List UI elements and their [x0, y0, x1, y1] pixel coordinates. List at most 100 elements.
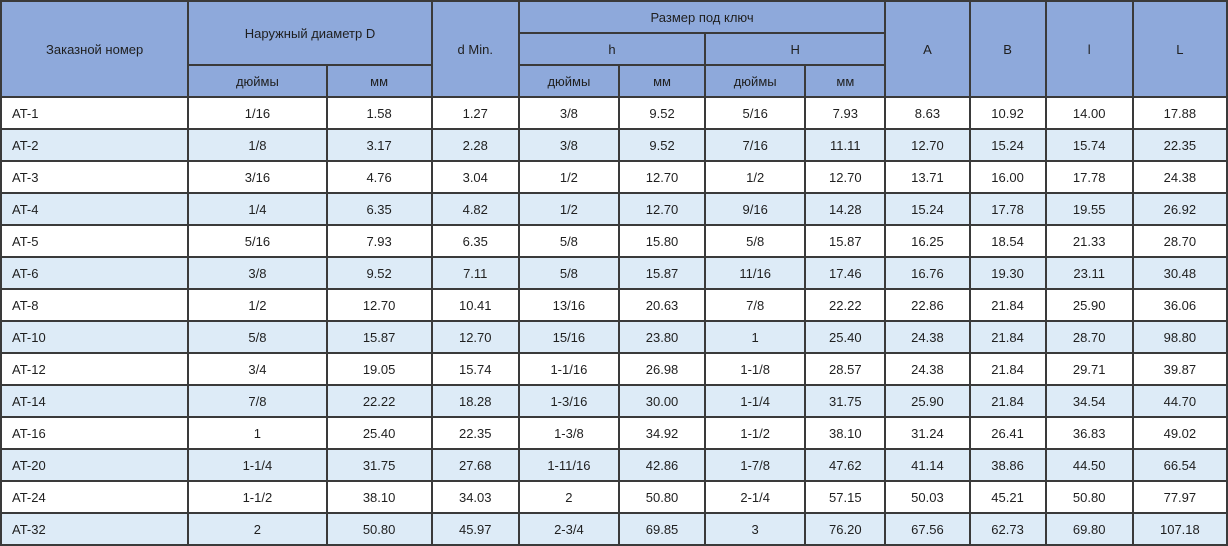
value-cell: 3.17 — [325, 128, 433, 162]
order-number-cell: AT-14 — [0, 384, 190, 418]
value-cell: 3/8 — [187, 256, 328, 290]
value-cell: 17.78 — [1044, 160, 1134, 194]
value-cell: 18.54 — [968, 224, 1047, 258]
header-h-small: h — [517, 32, 707, 66]
value-cell: 19.55 — [1044, 192, 1134, 226]
value-cell: 12.70 — [325, 288, 433, 322]
table-body: AT-1 1/16 1.58 1.27 3/8 9.52 5/16 7.93 8.63 10.92… — [0, 96, 1228, 546]
value-cell: 1-1/2 — [704, 416, 807, 450]
header-inches-d: дюймы — [187, 64, 328, 98]
value-cell: 50.80 — [617, 480, 707, 514]
order-number-cell: AT-16 — [0, 416, 190, 450]
value-cell: 1/2 — [187, 288, 328, 322]
value-cell: 6.35 — [325, 192, 433, 226]
value-cell: 1-3/8 — [517, 416, 620, 450]
value-cell: 67.56 — [884, 512, 971, 546]
table-row: AT-2 1/8 3.17 2.28 3/8 9.52 7/16 11.11 12.70 15.2… — [0, 128, 1228, 162]
value-cell: 12.70 — [884, 128, 971, 162]
value-cell: 30.00 — [617, 384, 707, 418]
table-header: Заказной номер Наружный диаметр D d Min.… — [0, 0, 1228, 98]
order-number-cell: AT-3 — [0, 160, 190, 194]
value-cell: 25.40 — [325, 416, 433, 450]
value-cell: 5/16 — [704, 96, 807, 130]
value-cell: 1/2 — [517, 192, 620, 226]
order-number-cell: AT-5 — [0, 224, 190, 258]
value-cell: 24.38 — [884, 320, 971, 354]
header-d-min: d Min. — [430, 0, 520, 98]
value-cell: 28.70 — [1131, 224, 1228, 258]
value-cell: 107.18 — [1131, 512, 1228, 546]
value-cell: 36.06 — [1131, 288, 1228, 322]
value-cell: 3.04 — [430, 160, 520, 194]
order-number-cell: AT-1 — [0, 96, 190, 130]
header-b: B — [968, 0, 1047, 98]
value-cell: 5/16 — [187, 224, 328, 258]
order-number-cell: AT-12 — [0, 352, 190, 386]
value-cell: 34.54 — [1044, 384, 1134, 418]
header-h-big: H — [704, 32, 887, 66]
value-cell: 25.40 — [804, 320, 887, 354]
table-row: AT-32 2 50.80 45.97 2-3/4 69.85 3 76.20 67.56 62.… — [0, 512, 1228, 546]
value-cell: 45.97 — [430, 512, 520, 546]
value-cell: 11/16 — [704, 256, 807, 290]
value-cell: 12.70 — [617, 192, 707, 226]
value-cell: 6.35 — [430, 224, 520, 258]
value-cell: 1-1/4 — [704, 384, 807, 418]
value-cell: 57.15 — [804, 480, 887, 514]
value-cell: 1-11/16 — [517, 448, 620, 482]
value-cell: 15.87 — [325, 320, 433, 354]
value-cell: 21.84 — [968, 384, 1047, 418]
value-cell: 66.54 — [1131, 448, 1228, 482]
value-cell: 1 — [704, 320, 807, 354]
value-cell: 1/2 — [704, 160, 807, 194]
header-inches-H: дюймы — [704, 64, 807, 98]
value-cell: 12.70 — [430, 320, 520, 354]
table-row: AT-20 1-1/4 31.75 27.68 1-11/16 42.86 1-7/8 47.… — [0, 448, 1228, 482]
value-cell: 4.76 — [325, 160, 433, 194]
value-cell: 19.05 — [325, 352, 433, 386]
value-cell: 17.78 — [968, 192, 1047, 226]
header-a: A — [884, 0, 971, 98]
value-cell: 38.86 — [968, 448, 1047, 482]
value-cell: 21.84 — [968, 288, 1047, 322]
value-cell: 7.93 — [804, 96, 887, 130]
value-cell: 98.80 — [1131, 320, 1228, 354]
value-cell: 9.52 — [325, 256, 433, 290]
value-cell: 9.52 — [617, 128, 707, 162]
value-cell: 23.11 — [1044, 256, 1134, 290]
value-cell: 10.41 — [430, 288, 520, 322]
value-cell: 23.80 — [617, 320, 707, 354]
value-cell: 10.92 — [968, 96, 1047, 130]
table-row: AT-24 1-1/2 38.10 34.03 2 50.80 2-1/4 57.15 50.0… — [0, 480, 1228, 514]
value-cell: 77.97 — [1131, 480, 1228, 514]
value-cell: 47.62 — [804, 448, 887, 482]
order-number-cell: AT-4 — [0, 192, 190, 226]
value-cell: 12.70 — [617, 160, 707, 194]
value-cell: 15.87 — [617, 256, 707, 290]
value-cell: 22.22 — [325, 384, 433, 418]
value-cell: 38.10 — [325, 480, 433, 514]
value-cell: 1-1/2 — [187, 480, 328, 514]
value-cell: 1.27 — [430, 96, 520, 130]
table-row: AT-3 3/16 4.76 3.04 1/2 12.70 1/2 12.70 13.71 16.… — [0, 160, 1228, 194]
order-number-cell: AT-20 — [0, 448, 190, 482]
value-cell: 1-1/16 — [517, 352, 620, 386]
value-cell: 2 — [187, 512, 328, 546]
value-cell: 1/2 — [517, 160, 620, 194]
value-cell: 1/4 — [187, 192, 328, 226]
value-cell: 5/8 — [187, 320, 328, 354]
table-row: AT-12 3/4 19.05 15.74 1-1/16 26.98 1-1/8 28.57 2… — [0, 352, 1228, 386]
value-cell: 22.35 — [1131, 128, 1228, 162]
value-cell: 34.03 — [430, 480, 520, 514]
value-cell: 1-1/8 — [704, 352, 807, 386]
header-mm-h: мм — [617, 64, 707, 98]
value-cell: 50.80 — [325, 512, 433, 546]
value-cell: 15.74 — [1044, 128, 1134, 162]
value-cell: 3/8 — [517, 128, 620, 162]
header-wrench-size: Размер под ключ — [517, 0, 887, 34]
value-cell: 44.70 — [1131, 384, 1228, 418]
table-row: AT-5 5/16 7.93 6.35 5/8 15.80 5/8 15.87 16.25 18.… — [0, 224, 1228, 258]
value-cell: 16.76 — [884, 256, 971, 290]
header-mm-H: мм — [804, 64, 887, 98]
value-cell: 21.84 — [968, 320, 1047, 354]
